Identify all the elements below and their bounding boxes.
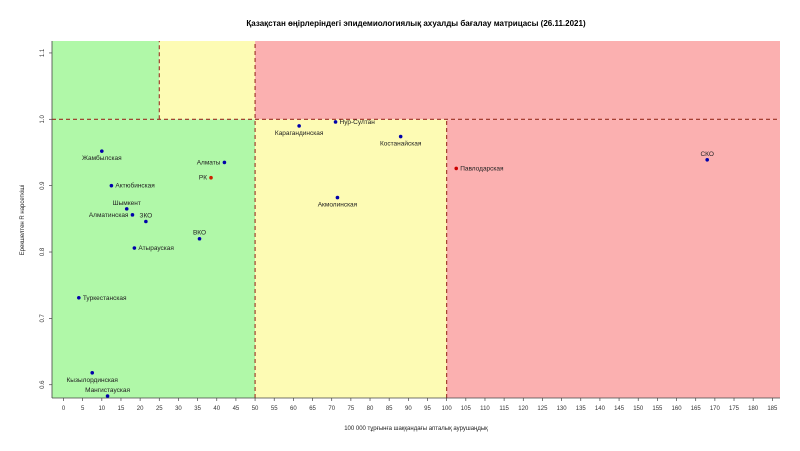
- data-point: [124, 207, 129, 211]
- zone-red-high: [255, 41, 781, 120]
- x-tick-label: 40: [213, 406, 220, 412]
- data-point: [144, 219, 148, 224]
- data-point: [705, 157, 709, 162]
- y-tick-label: 0.9: [40, 181, 46, 190]
- x-tick-label: 100: [442, 406, 453, 412]
- y-tick-label: 0.8: [40, 247, 46, 256]
- x-tick-label: 90: [405, 406, 412, 412]
- data-label: РК: [199, 175, 207, 182]
- data-point: [109, 183, 114, 188]
- x-tick-label: 15: [118, 406, 125, 412]
- x-tick-label: 185: [767, 406, 778, 412]
- x-tick-label: 25: [156, 406, 163, 412]
- x-tick-label: 125: [537, 406, 548, 412]
- axes: 0 5 10 15 20 25 30 35 40 45 50 55 60 65 70 75 80 85 90 95 10…: [40, 41, 780, 412]
- x-tick-label: 65: [309, 406, 316, 412]
- threshold-lines: [52, 41, 780, 398]
- x-tick-label: 180: [748, 406, 759, 412]
- x-tick-label: 135: [576, 406, 587, 412]
- chart-title: Қазақстан өңірлеріндегі эпидемиологиялық…: [246, 19, 586, 28]
- data-label: Карагандинская: [275, 130, 324, 137]
- zone-yellow-low: [255, 119, 447, 398]
- x-tick-label: 140: [595, 406, 606, 412]
- x-tick-label: 35: [194, 406, 201, 412]
- data-point: [398, 134, 403, 139]
- risk-zones: [52, 41, 781, 398]
- x-tick-label: 10: [98, 406, 105, 412]
- data-label: ЗКО: [140, 212, 153, 219]
- x-tick-label: 30: [175, 406, 182, 412]
- x-tick-label: 75: [348, 406, 355, 412]
- data-point: [335, 195, 340, 200]
- x-tick-label: 115: [499, 406, 509, 412]
- x-tick-label: 45: [233, 406, 240, 412]
- data-label: Туркестанская: [83, 295, 127, 302]
- x-tick-label: 150: [633, 406, 644, 412]
- x-tick-label: 5: [81, 406, 85, 412]
- x-axis-label: 100 000 тұрғынға шаққандағы апталық ауру…: [344, 426, 488, 432]
- data-label: СКО: [700, 151, 713, 158]
- data-label: Кызылординская: [67, 377, 119, 384]
- zone-yellow-high: [159, 41, 256, 120]
- x-tick-label: 175: [729, 406, 740, 412]
- x-tick-label: 110: [480, 406, 490, 412]
- x-tick-label: 120: [518, 406, 529, 412]
- x-tick-label: 130: [557, 406, 568, 412]
- x-tick-label: 20: [137, 406, 144, 412]
- data-point: [454, 166, 459, 171]
- data-label: Алматы: [197, 159, 221, 166]
- x-tick-label: 70: [328, 406, 335, 412]
- y-axis-label: Ерекшелтен R нарсеткіші: [20, 185, 26, 256]
- data-point: [333, 120, 338, 124]
- x-tick-label: 160: [672, 406, 683, 412]
- data-label: Мангистауская: [85, 387, 130, 394]
- data-label: Нур-Султан: [340, 119, 376, 126]
- zone-green-high: [52, 41, 160, 120]
- x-tick-label: 105: [461, 406, 472, 412]
- zone-green-low: [52, 119, 256, 398]
- x-tick-label: 170: [710, 406, 721, 412]
- x-tick-label: 85: [386, 406, 393, 412]
- x-tick-label: 165: [691, 406, 702, 412]
- x-tick-label: 155: [652, 406, 663, 412]
- data-point: [222, 160, 227, 165]
- x-tick-label: 60: [290, 406, 297, 412]
- data-point: [77, 296, 81, 300]
- data-point: [132, 246, 137, 250]
- data-label: Актюбинская: [115, 182, 155, 190]
- data-label: Жамбылская: [82, 154, 122, 162]
- y-tick-label: 1.1: [40, 48, 46, 57]
- y-tick-label: 0.7: [40, 314, 46, 323]
- data-points: Жамбылская Актюбинская Шымкент Алматинская З…: [67, 119, 714, 398]
- x-tick-label: 50: [252, 406, 259, 412]
- data-label: Алматинская: [89, 212, 129, 219]
- data-point: [90, 370, 95, 375]
- data-label: Шымкент: [113, 200, 141, 207]
- x-tick-label: 95: [424, 406, 431, 412]
- x-tick-label: 0: [62, 406, 66, 412]
- data-point: [297, 124, 301, 128]
- data-point: [209, 175, 213, 180]
- zone-red-low: [446, 119, 780, 398]
- data-label: Павлодарская: [460, 165, 504, 172]
- y-tick-label: 1.0: [40, 114, 46, 123]
- data-label: Атырауская: [138, 245, 174, 252]
- x-tick-label: 80: [367, 406, 374, 412]
- data-label: Акмолинская: [318, 202, 358, 209]
- data-point: [100, 149, 104, 153]
- data-point: [105, 394, 110, 398]
- y-tick-label: 0.6: [40, 380, 46, 389]
- data-label: ВКО: [193, 230, 206, 237]
- data-point: [130, 213, 135, 217]
- data-label: Костанайская: [380, 140, 422, 148]
- x-tick-label: 55: [271, 406, 278, 412]
- data-point: [197, 236, 202, 241]
- x-tick-label: 145: [614, 406, 625, 412]
